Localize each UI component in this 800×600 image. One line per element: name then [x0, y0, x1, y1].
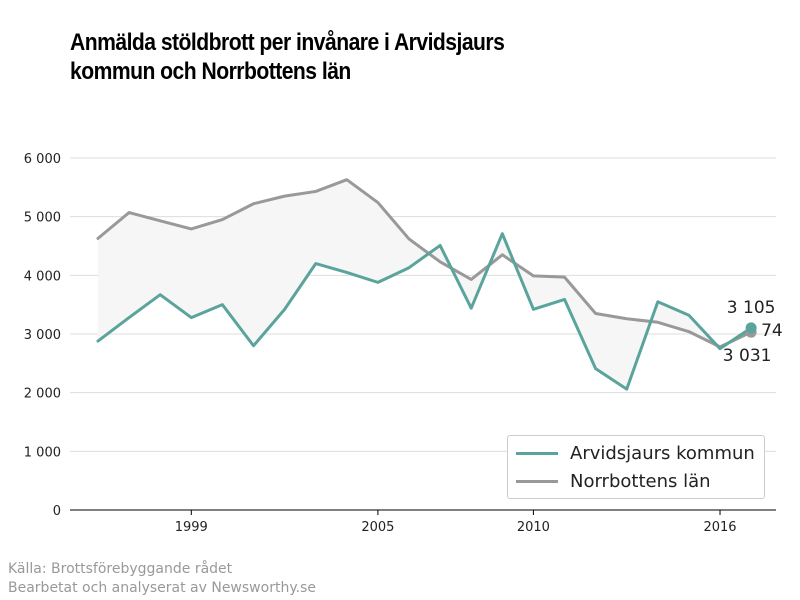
legend-item-arvidsjaur[interactable]: Arvidsjaurs kommun: [516, 440, 755, 466]
x-tick-label: 2016: [703, 520, 736, 535]
difference-area: [97, 179, 752, 390]
y-tick-label: 4 000: [24, 269, 61, 284]
legend-item-norrbotten[interactable]: Norrbottens län: [516, 468, 711, 494]
y-tick-label: 5 000: [24, 211, 61, 226]
y-tick-label: 3 000: [24, 328, 61, 343]
end-point-arvidsjaur: [745, 322, 757, 334]
chart-title-line-2: kommun och Norrbottens län: [70, 58, 351, 85]
x-tick-label: 2005: [361, 520, 394, 535]
source-line-2: Bearbetat och analyserat av Newsworthy.s…: [8, 580, 316, 596]
end-label-difference: 74: [761, 321, 783, 341]
chart-legend: Arvidsjaurs kommun Norrbottens län: [507, 435, 765, 499]
chart-title: Anmälda stöldbrott per invånare i Arvids…: [70, 28, 598, 86]
x-tick-label: 2010: [517, 520, 550, 535]
legend-line-arvidsjaur: [516, 451, 558, 455]
y-tick-label: 2 000: [24, 387, 61, 402]
x-tick-label: 1999: [175, 520, 208, 535]
source-line-1: Källa: Brottsförebyggande rådet: [8, 561, 233, 577]
y-tick-label: 6 000: [24, 152, 61, 167]
series-line-arvidsjaur: [96, 232, 753, 391]
legend-label-arvidsjaur: Arvidsjaurs kommun: [570, 442, 755, 464]
legend-line-norrbotten: [516, 479, 558, 483]
y-tick-label: 0: [53, 504, 61, 519]
chart-title-line-1: Anmälda stöldbrott per invånare i Arvids…: [70, 29, 505, 56]
y-tick-label: 1 000: [24, 445, 61, 460]
legend-label-norrbotten: Norrbottens län: [570, 470, 711, 492]
end-label-arvidsjaur: 3 105: [727, 298, 776, 318]
series-line-norrbotten: [96, 178, 753, 349]
end-label-norrbotten: 3 031: [723, 346, 772, 366]
source-credit: Källa: Brottsförebyggande rådet Bearbeta…: [8, 560, 316, 598]
